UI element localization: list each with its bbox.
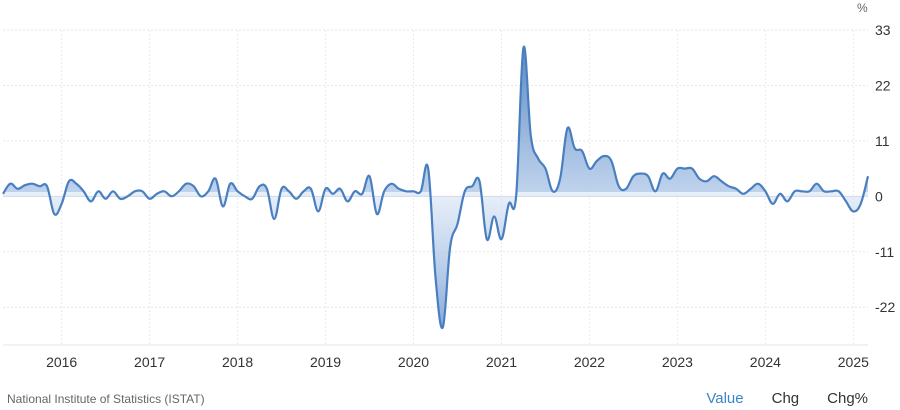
toggle-chg[interactable]: Chg	[771, 390, 800, 407]
y-tick-label: -11	[875, 244, 894, 260]
x-tick-label: 2016	[46, 354, 77, 370]
x-tick-label: 2022	[574, 354, 605, 370]
toggle-value[interactable]: Value	[706, 390, 744, 407]
x-tick-label: 2025	[838, 354, 869, 370]
x-axis-ticks: 2016 2017 2018 2019 2020 2021 2022 2023 2024 2025	[46, 354, 869, 370]
view-toggle-group: Value Chg Chg%	[706, 390, 868, 407]
x-tick-label: 2019	[310, 354, 341, 370]
y-tick-label: 0	[875, 188, 883, 204]
y-unit-label: %	[857, 1, 868, 15]
series-line	[2, 45, 870, 330]
x-tick-label: 2021	[486, 354, 517, 370]
source-label: National Institute of Statistics (ISTAT)	[7, 392, 205, 406]
grid-lines	[3, 29, 868, 346]
area-negative	[3, 192, 868, 328]
x-tick-label: 2023	[662, 354, 693, 370]
y-tick-label: 22	[875, 77, 891, 93]
y-tick-label: 11	[875, 133, 890, 149]
y-axis-ticks: 33 22 11 0 -11 -22	[875, 22, 895, 315]
y-tick-label: -22	[875, 299, 895, 315]
x-tick-label: 2018	[222, 354, 253, 370]
x-tick-label: 2017	[134, 354, 165, 370]
x-tick-label: 2020	[398, 354, 429, 370]
y-tick-label: 33	[875, 22, 891, 38]
x-tick-label: 2024	[750, 354, 781, 370]
toggle-chg-pct[interactable]: Chg%	[827, 390, 868, 407]
